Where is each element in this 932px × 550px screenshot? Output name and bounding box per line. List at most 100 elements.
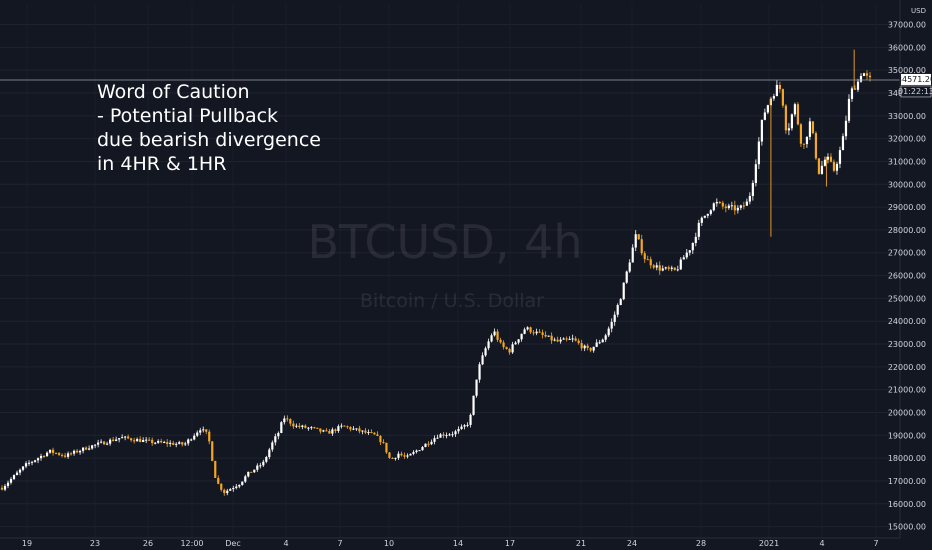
candle-body xyxy=(778,84,781,90)
candle-body xyxy=(109,439,112,444)
candle-body xyxy=(478,364,481,380)
candle-body xyxy=(331,429,334,434)
candle-body xyxy=(607,328,610,336)
candle-body xyxy=(802,143,806,145)
candle-body xyxy=(97,442,100,445)
candle-body xyxy=(562,338,565,340)
candle-body xyxy=(424,443,427,448)
candle-body xyxy=(859,75,863,82)
candle-body xyxy=(57,453,61,455)
candle-body xyxy=(256,465,259,470)
candle-body xyxy=(244,476,247,482)
candle-body xyxy=(430,441,433,445)
candle-body xyxy=(157,440,160,443)
candle-body xyxy=(709,210,712,214)
candle-body xyxy=(349,427,352,430)
candle-body xyxy=(226,490,229,494)
candle-body xyxy=(229,489,232,491)
candle-body xyxy=(724,206,727,209)
candle-body xyxy=(289,419,292,424)
candle-body xyxy=(847,98,851,121)
candle-body xyxy=(352,428,355,430)
candle-body xyxy=(169,442,172,444)
candle-body xyxy=(241,481,244,485)
candle-body xyxy=(81,447,85,451)
candle-body xyxy=(18,469,22,473)
candle-body xyxy=(850,88,854,99)
candle-body xyxy=(511,344,514,353)
x-tick-label: 10 xyxy=(384,539,394,548)
y-tick-label: 36000.00 xyxy=(888,43,926,52)
annotation-line: - Potential Pullback xyxy=(97,105,278,127)
x-tick-label: 4 xyxy=(283,539,288,548)
candle-body xyxy=(472,395,475,415)
x-tick-label: 21 xyxy=(576,539,586,548)
candle-body xyxy=(502,342,505,348)
candle-body xyxy=(460,426,463,429)
x-tick-label: 14 xyxy=(453,539,463,548)
candle-body xyxy=(700,217,703,223)
x-tick-label: 28 xyxy=(696,539,706,548)
candle-body xyxy=(400,453,403,456)
candle-body xyxy=(622,282,625,300)
candle-body xyxy=(718,201,721,203)
candle-body xyxy=(328,430,331,434)
candle-body xyxy=(520,333,523,340)
candle-body xyxy=(208,431,211,442)
last-price-text: 34571.20 xyxy=(897,75,932,84)
candle-body xyxy=(409,453,412,456)
candle-body xyxy=(250,471,253,473)
candle-body xyxy=(766,105,769,113)
candle-body xyxy=(376,434,379,436)
candle-body xyxy=(595,342,598,347)
candle-body xyxy=(265,457,268,462)
candle-body xyxy=(637,234,640,240)
candle-body xyxy=(72,450,76,454)
candle-body xyxy=(211,441,214,461)
candle-body xyxy=(24,463,28,467)
y-tick-label: 18000.00 xyxy=(888,454,926,463)
candle-body xyxy=(247,471,250,477)
candle-body xyxy=(865,73,869,76)
candle-body xyxy=(862,73,866,76)
candle-body xyxy=(45,452,49,457)
candle-body xyxy=(856,81,860,90)
candle-body xyxy=(30,461,34,463)
x-tick-label: 12:00 xyxy=(180,539,203,548)
candle-body xyxy=(697,222,700,237)
watermark-description: Bitcoin / U.S. Dollar xyxy=(360,290,544,312)
candle-body xyxy=(394,457,397,459)
annotation-line: Word of Caution xyxy=(97,81,250,103)
candle-body xyxy=(490,335,493,342)
candle-body xyxy=(379,435,382,443)
candle-body xyxy=(304,425,307,428)
candle-body xyxy=(403,455,406,457)
candle-body xyxy=(775,84,778,97)
candle-body xyxy=(505,347,508,349)
y-tick-label: 26000.00 xyxy=(888,272,926,281)
candle-body xyxy=(9,478,13,483)
y-tick-label: 33000.00 xyxy=(888,112,926,121)
candle-body xyxy=(439,434,442,438)
candle-body xyxy=(754,164,757,184)
candle-body xyxy=(235,486,238,488)
candle-body xyxy=(373,432,376,435)
candle-body xyxy=(646,259,649,261)
candle-body xyxy=(559,339,562,342)
candle-body xyxy=(33,460,37,462)
candle-body xyxy=(553,339,556,341)
candle-body xyxy=(84,447,88,450)
candle-body xyxy=(346,426,349,428)
candle-body xyxy=(592,346,595,351)
candle-body xyxy=(841,136,845,151)
candle-body xyxy=(223,489,226,494)
candle-body xyxy=(253,469,256,473)
candle-body xyxy=(574,338,577,341)
y-tick-label: 22000.00 xyxy=(888,363,926,372)
time-axis[interactable]: 19 23 26 12:00 Dec 4 7 10 14 17 21 24 28 2021 4 7 xyxy=(0,537,900,548)
y-tick-label: 23000.00 xyxy=(888,340,926,349)
price-axis[interactable]: 15000.00 16000.00 17000.00 18000.00 19000.00… xyxy=(888,0,932,538)
candle-body xyxy=(649,259,652,266)
x-tick-label: 17 xyxy=(505,539,515,548)
